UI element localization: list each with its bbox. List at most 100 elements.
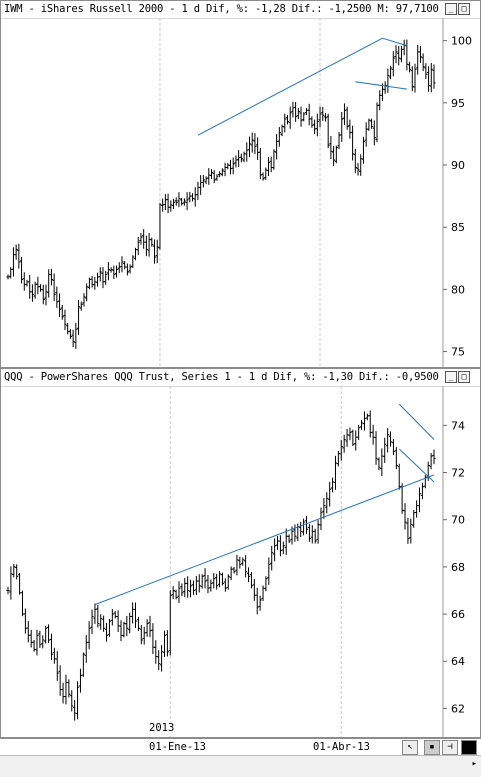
price-bar (432, 64, 436, 89)
price-bar (249, 572, 254, 589)
price-bar (388, 431, 393, 447)
price-bar (148, 615, 152, 638)
price-bar (78, 668, 83, 693)
price-bar (177, 192, 181, 208)
price-bar (359, 419, 364, 430)
price-bar (231, 157, 235, 175)
price-bar (87, 621, 91, 650)
price-bar (180, 583, 184, 597)
maximize-icon[interactable]: □ (458, 371, 470, 383)
price-bar (165, 630, 169, 657)
price-bar (90, 609, 94, 635)
price-bar (325, 492, 329, 514)
price-bar (386, 68, 390, 93)
y-tick-label: 75 (451, 346, 465, 359)
price-bar (142, 626, 146, 645)
price-bar (20, 590, 25, 617)
price-bar (104, 622, 109, 642)
price-bar (417, 487, 422, 513)
price-bar (157, 650, 161, 671)
price-bar (96, 604, 100, 628)
price-bar (270, 545, 274, 571)
price-bar (191, 580, 196, 595)
price-bar (128, 264, 132, 274)
minimize-icon[interactable]: _ (445, 371, 457, 383)
qqq-chart: 62 64 66 68 70 72 74 (6, 386, 465, 738)
price-bar (71, 329, 75, 348)
price-bar (28, 274, 32, 299)
price-bar (280, 124, 284, 137)
price-bar (223, 162, 227, 177)
price-bar (6, 274, 10, 280)
pin-icon[interactable]: ⊣ (442, 740, 458, 755)
price-bar (142, 229, 146, 249)
price-bar (183, 577, 187, 598)
price-bar (70, 690, 74, 712)
price-bar (345, 428, 349, 447)
price-bar (340, 111, 344, 142)
color-swatch-icon[interactable] (461, 740, 477, 755)
price-bar (57, 293, 62, 318)
price-bar (44, 284, 48, 306)
price-bar (125, 263, 129, 276)
price-bar (14, 244, 18, 260)
price-bar (345, 106, 349, 130)
price-bar (277, 127, 281, 147)
price-bar (161, 198, 165, 212)
price-bar (285, 114, 290, 125)
cursor-tool-icon[interactable]: ↖ (402, 740, 418, 755)
price-bar (117, 262, 121, 274)
price-bar (367, 118, 371, 131)
price-bar (99, 614, 103, 630)
price-bar (136, 616, 141, 631)
price-bar (159, 645, 164, 672)
price-bar (234, 155, 238, 168)
price-bar (199, 175, 203, 195)
price-bar (104, 271, 108, 285)
price-bar (294, 101, 298, 122)
price-bar (368, 410, 372, 438)
price-bar (322, 498, 326, 519)
price-bar (397, 463, 401, 490)
price-bar (119, 620, 123, 642)
price-bar (30, 284, 35, 302)
price-bar (155, 239, 159, 264)
price-bar (369, 118, 374, 129)
price-bar (281, 541, 285, 555)
y-tick-label: 95 (451, 97, 465, 110)
scroll-right-icon[interactable]: ▸ (471, 759, 477, 769)
price-bar (371, 424, 375, 445)
price-bar (333, 455, 338, 490)
maximize-icon[interactable]: □ (458, 3, 470, 15)
y-tick-label: 68 (451, 561, 465, 574)
price-bar (287, 534, 291, 543)
price-bar (90, 276, 94, 288)
price-bar (403, 503, 407, 530)
horizontal-scrollbar[interactable]: ▸ (0, 755, 481, 777)
price-bar (365, 413, 369, 421)
price-bar (49, 633, 54, 660)
price-bar (261, 172, 265, 181)
price-bar (299, 106, 303, 127)
price-bar (375, 102, 379, 143)
price-bar (144, 235, 148, 257)
minimize-icon[interactable]: _ (445, 3, 457, 15)
x-label-year: 2013 (149, 722, 175, 734)
price-bar (185, 192, 189, 211)
price-bar (75, 681, 80, 720)
price-bar (174, 589, 178, 600)
price-bar (152, 239, 157, 264)
price-bar (67, 679, 71, 698)
x-label-jan: 01-Ene-13 (149, 741, 206, 753)
price-bar (116, 610, 120, 633)
price-bar (313, 119, 317, 135)
price-bar (291, 101, 295, 118)
price-bar (200, 574, 204, 589)
price-bar (84, 634, 88, 663)
price-bar (186, 576, 190, 598)
price-bar (432, 449, 436, 465)
price-bar (201, 175, 205, 188)
price-bar (23, 608, 27, 634)
price-bar (180, 197, 184, 206)
save-icon[interactable]: ▪ (424, 740, 440, 755)
